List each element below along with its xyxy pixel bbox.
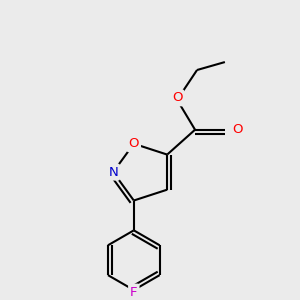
Text: F: F	[130, 286, 138, 298]
Text: O: O	[129, 137, 139, 150]
Text: N: N	[108, 166, 118, 178]
Text: O: O	[172, 92, 182, 104]
Text: O: O	[232, 123, 242, 136]
